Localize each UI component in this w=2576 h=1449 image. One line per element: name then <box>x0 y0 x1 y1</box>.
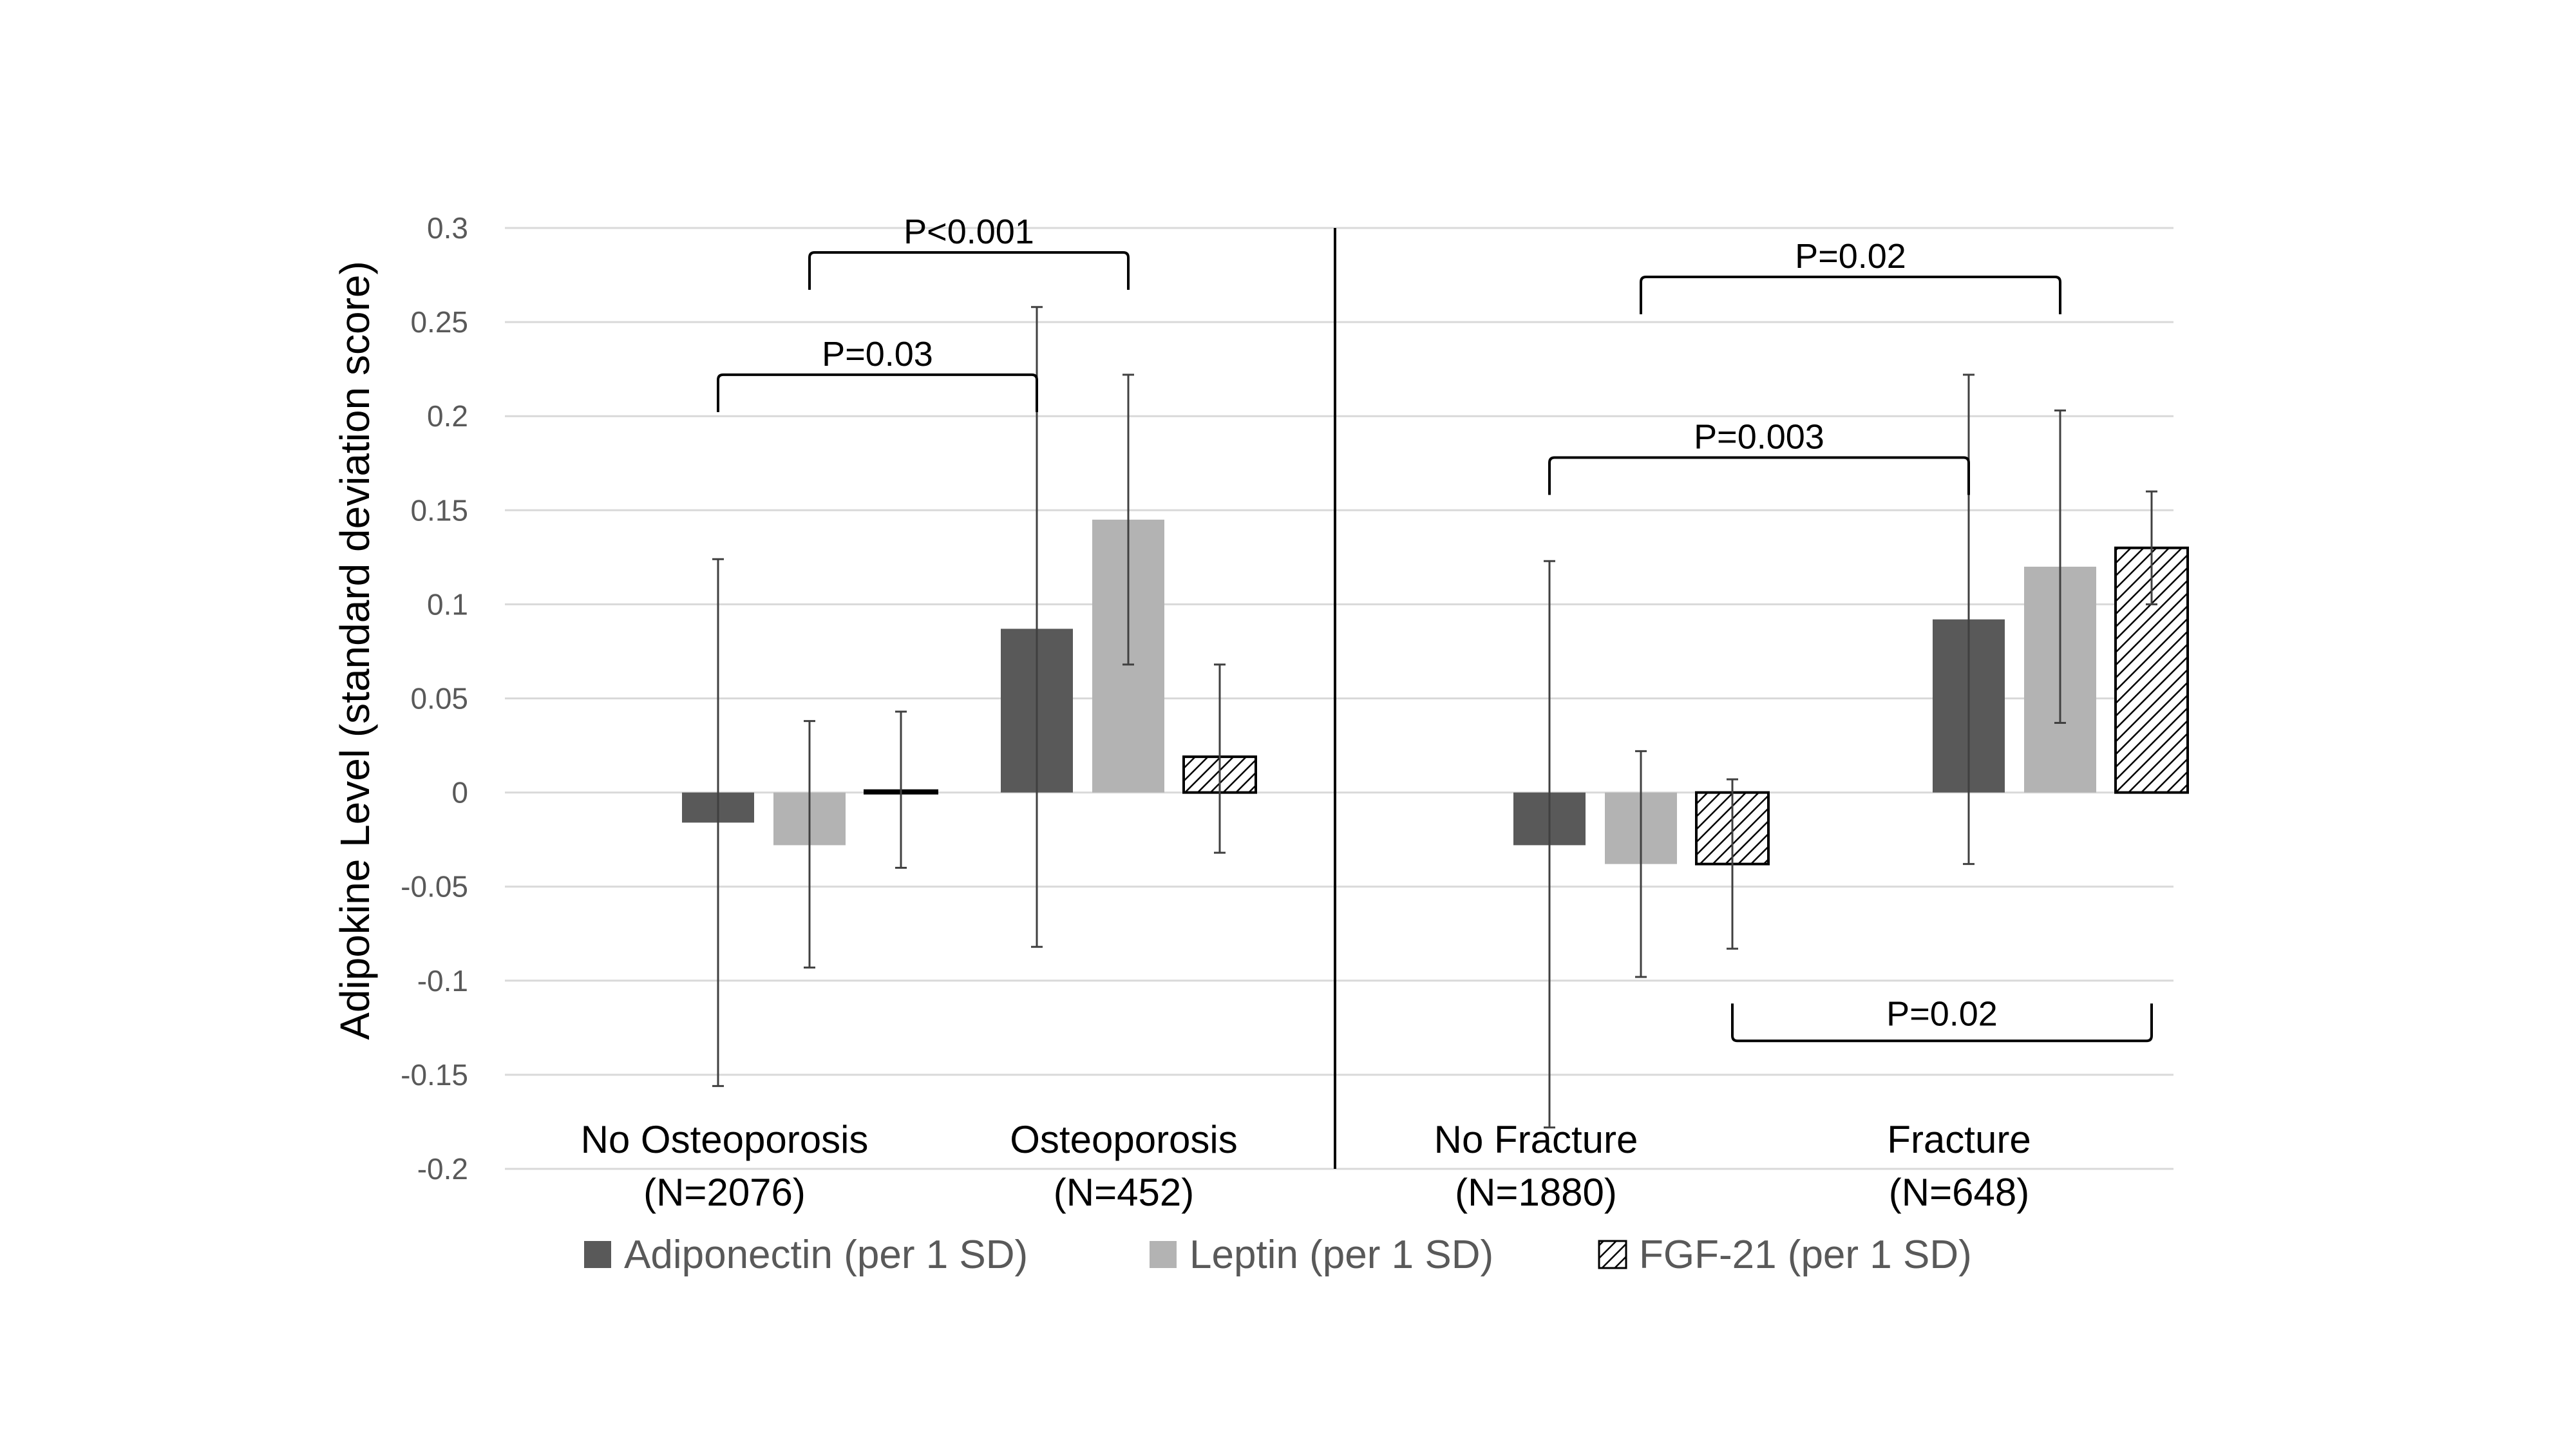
y-tick-label: -0.15 <box>401 1058 468 1092</box>
y-tick-label: -0.1 <box>417 964 468 998</box>
legend-label: Adiponectin (per 1 SD) <box>624 1233 1028 1277</box>
p-value-label: P=0.03 <box>822 335 933 374</box>
p-value-label: P=0.003 <box>1694 417 1824 456</box>
y-tick-label: 0.05 <box>410 682 468 715</box>
legend-swatch <box>584 1241 611 1268</box>
significance-bracket <box>1548 456 1970 495</box>
bars <box>682 519 2189 866</box>
y-axis-ticks: 0.3 0.25 0.2 0.15 0.1 0.05 0 -0.05 -0.1 -0.15 -0.2 <box>401 211 468 1186</box>
category-count: (N=1880) <box>1455 1171 1617 1214</box>
p-value-label: P=0.02 <box>1795 237 1906 276</box>
category-labels: No Osteoporosis (N=2076) Osteoporosis (N=45… <box>581 1118 2031 1214</box>
category-label: Osteoporosis <box>1010 1118 1238 1161</box>
y-axis-title: Adipokine Level (standard deviation scor… <box>332 261 378 1040</box>
legend-swatch <box>1150 1241 1177 1268</box>
legend-swatch <box>1598 1240 1627 1269</box>
significance-bracket <box>1731 1003 2153 1043</box>
error-bars <box>712 306 2157 1129</box>
legend-label: Leptin (per 1 SD) <box>1189 1233 1493 1277</box>
y-tick-label: 0.25 <box>410 305 468 339</box>
category-count: (N=2076) <box>643 1171 806 1214</box>
category-count: (N=452) <box>1054 1171 1194 1214</box>
category-count: (N=648) <box>1889 1171 2029 1214</box>
y-tick-label: -0.2 <box>417 1152 468 1186</box>
legend: Adiponectin (per 1 SD) Leptin (per 1 SD) F… <box>584 1233 1972 1277</box>
y-tick-label: 0 <box>451 776 468 810</box>
y-tick-label: -0.05 <box>401 870 468 904</box>
significance-bracket <box>1640 275 2061 314</box>
y-tick-label: 0.3 <box>427 211 468 245</box>
y-tick-label: 0.15 <box>410 493 468 527</box>
significance-bracket <box>808 251 1130 290</box>
category-label: No Fracture <box>1434 1118 1638 1161</box>
significance-annotations: P<0.001 P=0.03 P=0.02 P=0.003 P=0.02 <box>717 213 2153 1043</box>
p-value-label: P<0.001 <box>904 213 1034 251</box>
p-value-label: P=0.02 <box>1886 994 1998 1033</box>
category-label: No Osteoporosis <box>581 1118 869 1161</box>
significance-bracket <box>717 373 1038 412</box>
legend-label: FGF-21 (per 1 SD) <box>1639 1233 1972 1277</box>
y-tick-label: 0.2 <box>427 399 468 433</box>
category-label: Fracture <box>1887 1118 2031 1161</box>
y-tick-label: 0.1 <box>427 587 468 621</box>
